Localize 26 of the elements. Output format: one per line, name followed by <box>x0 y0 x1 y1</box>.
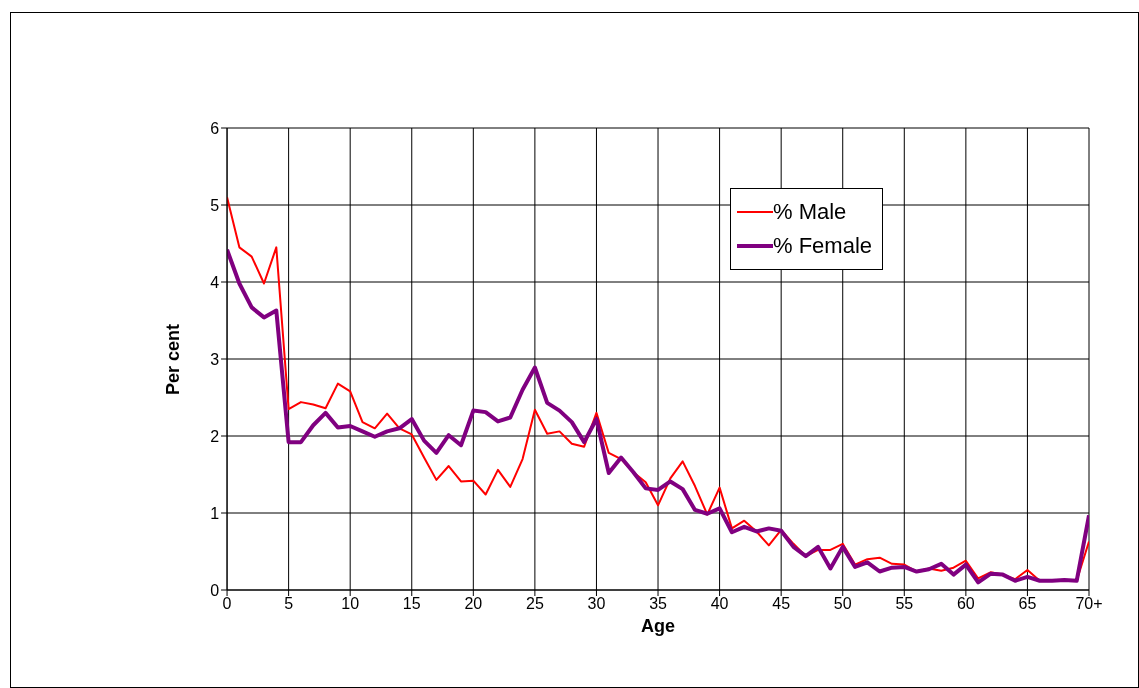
x-tick-label: 70+ <box>1075 595 1103 613</box>
x-tick-label: 55 <box>895 595 914 613</box>
y-tick-label: 0 <box>210 581 220 599</box>
y-tick-label: 6 <box>210 119 220 137</box>
x-tick-label: 25 <box>525 595 544 613</box>
x-tick-label: 35 <box>649 595 668 613</box>
y-axis-title: Per cent <box>163 323 184 395</box>
y-tick-label: 1 <box>210 504 220 522</box>
x-tick-label: 5 <box>284 595 294 613</box>
x-axis-title: Age <box>641 616 676 636</box>
x-tick-label: 15 <box>402 595 421 613</box>
x-tick-label: 10 <box>341 595 360 613</box>
y-tick-label: 3 <box>210 350 220 368</box>
y-tick-label: 4 <box>210 273 220 291</box>
x-tick-label: 30 <box>587 595 606 613</box>
x-tick-label: 60 <box>956 595 975 613</box>
x-tick-label: 45 <box>772 595 791 613</box>
legend-label: % Male <box>773 198 847 226</box>
x-tick-label: 65 <box>1018 595 1037 613</box>
x-tick-label: 50 <box>833 595 852 613</box>
legend-label: % Female <box>773 232 873 260</box>
x-tick-label: 0 <box>222 595 232 613</box>
y-tick-label: 5 <box>210 196 220 214</box>
x-tick-label: 40 <box>710 595 729 613</box>
y-tick-label: 2 <box>210 427 220 445</box>
x-tick-label: 20 <box>464 595 483 613</box>
